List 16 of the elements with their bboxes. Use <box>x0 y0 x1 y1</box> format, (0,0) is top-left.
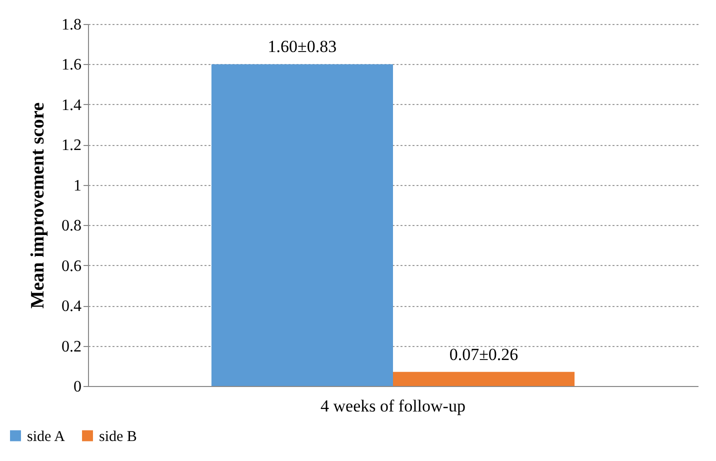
y-tick-label: 1.6 <box>62 56 82 74</box>
y-tick-label: 1 <box>74 177 82 194</box>
y-tick-label: 0.2 <box>62 338 82 356</box>
y-tick-label: 0.4 <box>62 298 82 316</box>
y-axis-title: Mean improvement score <box>28 102 48 309</box>
y-tick-label: 1.2 <box>62 137 82 154</box>
legend-label: side A <box>27 428 66 445</box>
y-tick-label: 0 <box>74 378 82 396</box>
x-tick-label: 4 weeks of follow-up <box>320 396 466 416</box>
data-label: 0.07±0.26 <box>449 344 518 364</box>
legend-label: side B <box>99 428 137 445</box>
y-tick-label: 0.8 <box>62 218 82 235</box>
y-tick-label: 1.8 <box>62 16 82 34</box>
y-tick-label: 0.6 <box>62 258 82 275</box>
data-label: 1.60±0.83 <box>268 37 337 56</box>
y-tick-label: 1.4 <box>62 96 82 114</box>
